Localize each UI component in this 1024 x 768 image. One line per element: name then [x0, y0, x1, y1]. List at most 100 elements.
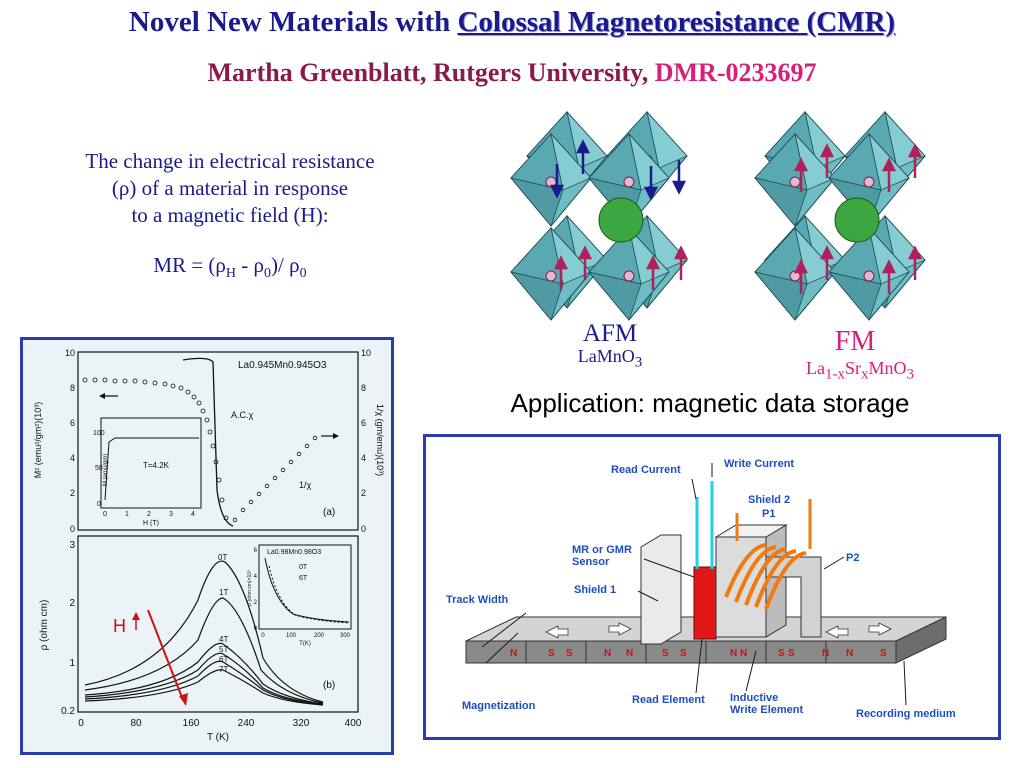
panel-a-right-tick: 8 — [361, 383, 366, 393]
shield-1 — [640, 534, 682, 645]
inset-a-xtick: 4 — [191, 511, 195, 518]
inset-b-curve-0t — [264, 557, 350, 623]
panel-a-right-tick: 4 — [361, 453, 366, 463]
pole-label: S — [662, 648, 669, 659]
ac-chi-label: A.C.χ — [231, 410, 254, 420]
panel-a-axes — [77, 351, 359, 531]
afm-label: AFM — [582, 320, 638, 347]
increasing-field-arrowhead — [179, 693, 188, 706]
application-heading: Application: magnetic data storage — [510, 388, 910, 418]
mr-formula: MR = (ρH - ρ0)/ ρ0 — [20, 253, 440, 282]
compound-sub: 1-x — [824, 366, 845, 383]
compound-part: MnO — [868, 358, 907, 378]
arrow-left-head — [99, 393, 105, 399]
inset-b-ytick: 0 — [254, 626, 258, 632]
pole-label: S — [548, 648, 555, 659]
compound-part: Sr — [844, 358, 861, 378]
panel-b-xtick: 80 — [130, 718, 142, 729]
slide-subtitle: Martha Greenblatt, Rutgers University, D… — [0, 58, 1024, 88]
inset-b-ytick: 6 — [254, 548, 258, 554]
pole-label: S — [880, 648, 887, 659]
inset-b-curve-label: 0T — [299, 564, 308, 571]
panel-a-right-tick: 6 — [361, 418, 366, 428]
magnetization-label: Magnetization — [462, 700, 536, 712]
curve-label: 7T — [219, 665, 228, 674]
panel-a-left-tick: 2 — [70, 488, 75, 498]
definition-line-3: to a magnetic field (H): — [131, 203, 329, 227]
inverse-chi-label: 1/χ — [299, 480, 312, 490]
inset-b-xtick: 300 — [340, 633, 351, 639]
inset-b-compound: La0.98Mn0.98O3 — [267, 549, 321, 556]
pole-label: N — [846, 648, 853, 659]
inset-a-xtick: 2 — [147, 511, 151, 518]
inset-b-curve-label: 6T — [299, 575, 308, 582]
panel-b-ytick: 1 — [69, 658, 75, 669]
shield1-label: Shield 1 — [574, 584, 616, 596]
inset-b-xtick: 200 — [314, 633, 325, 639]
afm-compound: LaMnO3 — [540, 346, 680, 372]
pole-label: N — [730, 648, 737, 659]
write-current-label: Write Current — [724, 458, 794, 470]
title-highlight: Colossal Magnetoresistance (CMR) — [457, 6, 896, 38]
slide-title: Novel New Materials with Colossal Magnet… — [0, 6, 1024, 39]
recording-medium-label: Recording medium — [856, 708, 956, 720]
field-h-label: H — [113, 616, 126, 636]
formula-sub: 0 — [299, 266, 307, 282]
inverse-chi-points — [232, 435, 318, 523]
pole-label: N — [604, 648, 611, 659]
panel-b-xtick: 320 — [293, 718, 310, 729]
panel-b-label: (b) — [323, 680, 335, 691]
panel-a-left-tick: 4 — [70, 453, 75, 463]
shield2-label: Shield 2 — [748, 494, 790, 506]
pole-label: N — [626, 648, 633, 659]
pole-label: S — [788, 648, 795, 659]
mr-sensor-label-2: Sensor — [572, 556, 610, 568]
panel-b-xtick: 0 — [78, 718, 84, 729]
inset-b-ytick: 4 — [254, 574, 258, 580]
inductive-label-2: Write Element — [730, 704, 803, 716]
formula-part: - ρ — [236, 253, 265, 277]
inset-a-xlabel: H (T) — [143, 520, 159, 527]
mr-sensor-label-1: MR or GMR — [572, 544, 632, 556]
arrow-right-head — [333, 433, 339, 439]
formula-sub: H — [225, 266, 237, 282]
inductive-label-1: Inductive — [730, 692, 778, 704]
inset-a-ylabel: M (emu/gm) — [103, 454, 109, 486]
mr-definition: The change in electrical resistance (ρ) … — [20, 148, 440, 229]
pole-label: S — [680, 648, 687, 659]
grant-number: DMR-0233697 — [654, 58, 817, 87]
fm-label: FM — [834, 326, 876, 357]
formula-sub: 0 — [264, 266, 272, 282]
panel-a-label: (a) — [323, 507, 335, 518]
inset-a-text: T=4.2K — [143, 461, 170, 470]
resistivity-curves — [84, 560, 324, 706]
fm-structure-diagram — [754, 111, 926, 321]
formula-part: )/ ρ — [271, 253, 300, 277]
author-affiliation: Martha Greenblatt, Rutgers University, — [207, 58, 655, 87]
compound-part: LaMnO — [577, 346, 635, 366]
panel-a-right-tick: 2 — [361, 488, 366, 498]
formula-part: MR = (ρ — [153, 253, 226, 277]
mr-sensor — [693, 566, 717, 640]
curve-label: 4T — [219, 635, 228, 644]
inset-b-ylabel: ρ (ohm cm)×10³ — [247, 570, 253, 606]
pole-label: N — [740, 648, 747, 659]
panel-a-inset — [100, 417, 202, 509]
panel-b-inset — [258, 544, 352, 630]
curve-label: 0T — [218, 553, 227, 562]
head-svg: N S S N N S S N N S S N N S — [446, 458, 956, 720]
inset-a-ytick: 0 — [97, 501, 101, 508]
panel-a-right-ylabel: 1/χ (gm/emu)(10³) — [375, 404, 385, 476]
inset-b-xtick: 100 — [286, 633, 297, 639]
p1-label: P1 — [762, 508, 775, 520]
medium-side — [895, 616, 947, 664]
inset-a-ytick: 100 — [93, 430, 105, 437]
pole-label: S — [778, 648, 785, 659]
curve-label: 1T — [219, 588, 228, 597]
inset-b-curve-6t — [268, 565, 350, 624]
panel-b-ytick: 0.2 — [61, 706, 75, 717]
inset-b-xtick: 0 — [261, 633, 265, 639]
compound-part: La — [805, 358, 825, 378]
definition-line-1: The change in electrical resistance — [85, 149, 375, 173]
increasing-field-arrow — [147, 609, 184, 701]
